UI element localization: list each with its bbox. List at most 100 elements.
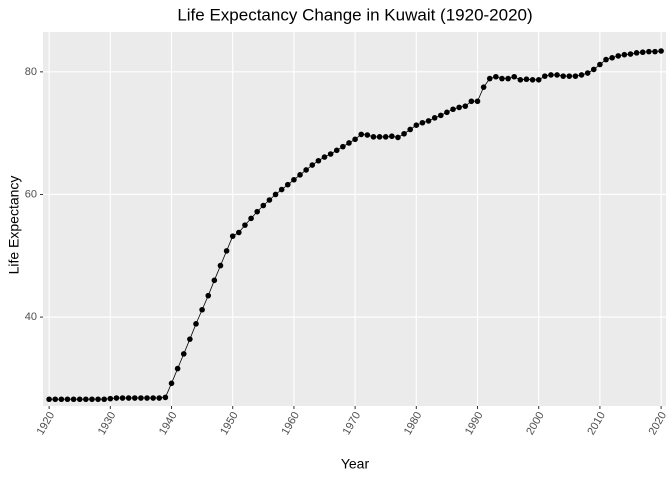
- data-point: [156, 395, 163, 401]
- data-point: [554, 72, 560, 78]
- data-point: [658, 48, 664, 54]
- data-point: [395, 134, 401, 141]
- data-point: [303, 167, 309, 173]
- data-point: [486, 75, 493, 82]
- data-point: [162, 394, 169, 401]
- data-point: [413, 122, 420, 128]
- data-point: [535, 77, 542, 83]
- data-point: [254, 208, 260, 215]
- data-point: [297, 172, 303, 178]
- data-point: [76, 396, 83, 403]
- data-point: [358, 131, 365, 138]
- data-point: [199, 306, 205, 313]
- data-point: [321, 154, 328, 160]
- data-point: [652, 48, 658, 55]
- data-point: [468, 98, 475, 105]
- data-point: [272, 191, 279, 198]
- data-point: [364, 132, 371, 138]
- data-point: [633, 50, 640, 56]
- x-tick-label: 1940: [157, 410, 180, 437]
- data-point: [119, 395, 126, 401]
- x-tick-label: 1930: [96, 410, 119, 437]
- data-point: [193, 321, 199, 327]
- data-point: [205, 292, 212, 299]
- data-point: [407, 126, 413, 133]
- data-point: [284, 181, 291, 188]
- data-point: [572, 73, 579, 79]
- data-point: [437, 112, 444, 119]
- data-point: [523, 76, 530, 83]
- data-point: [340, 143, 346, 150]
- data-point: [480, 84, 487, 90]
- data-point: [352, 136, 358, 143]
- data-point: [46, 396, 52, 403]
- data-point: [542, 73, 548, 79]
- x-tick-label: 2020: [647, 410, 670, 437]
- data-point: [444, 109, 450, 116]
- data-point: [101, 396, 107, 403]
- data-point: [462, 103, 469, 109]
- data-point: [70, 396, 77, 403]
- data-point: [211, 277, 218, 284]
- data-point: [609, 54, 615, 61]
- data-point: [242, 222, 248, 228]
- x-tick-label: 1980: [402, 410, 425, 437]
- data-point: [229, 233, 236, 239]
- data-point: [113, 395, 120, 401]
- data-point: [58, 396, 65, 403]
- data-point: [64, 396, 71, 403]
- x-tick-label: 1950: [218, 410, 241, 437]
- x-tick-label: 1970: [341, 410, 364, 437]
- data-point: [505, 75, 511, 82]
- data-point: [548, 72, 554, 78]
- x-tick-label: 2010: [585, 410, 608, 437]
- data-point: [315, 157, 322, 164]
- data-point: [83, 396, 89, 403]
- data-point: [615, 53, 622, 59]
- data-point: [236, 229, 242, 236]
- data-point: [107, 395, 114, 402]
- data-point: [560, 73, 566, 79]
- x-tick-label: 2000: [524, 410, 547, 437]
- x-tick-label: 1920: [35, 410, 58, 437]
- data-point: [578, 72, 585, 78]
- data-point: [217, 262, 224, 269]
- data-point: [125, 395, 132, 401]
- data-point: [621, 51, 628, 58]
- data-point: [291, 176, 297, 183]
- data-point: [346, 140, 352, 146]
- chart-title: Life Expectancy Change in Kuwait (1920-2…: [177, 5, 532, 24]
- data-point: [180, 351, 187, 357]
- y-tick-label: 60: [25, 188, 37, 200]
- data-point: [370, 134, 377, 140]
- data-point: [566, 73, 573, 79]
- data-point: [499, 75, 505, 82]
- data-point: [456, 104, 462, 111]
- data-point: [646, 48, 652, 55]
- y-tick-label: 40: [25, 311, 37, 323]
- data-point: [278, 186, 285, 193]
- x-tick-label: 1960: [279, 410, 302, 437]
- data-point: [627, 51, 634, 57]
- data-point: [52, 396, 59, 403]
- data-point: [89, 396, 95, 403]
- data-point: [174, 365, 181, 372]
- data-point: [327, 151, 334, 157]
- data-point: [401, 130, 407, 137]
- data-point: [333, 147, 340, 154]
- data-point: [389, 133, 395, 140]
- data-point: [266, 197, 273, 203]
- data-point: [639, 49, 646, 56]
- data-point: [425, 118, 432, 124]
- data-point: [223, 248, 230, 254]
- data-point: [529, 77, 536, 83]
- data-point: [431, 115, 438, 121]
- data-point: [95, 396, 101, 403]
- data-point: [168, 380, 175, 387]
- data-point: [260, 202, 267, 209]
- y-axis-label: Life Expectancy: [6, 176, 22, 275]
- data-point: [131, 395, 138, 401]
- data-point: [597, 61, 603, 68]
